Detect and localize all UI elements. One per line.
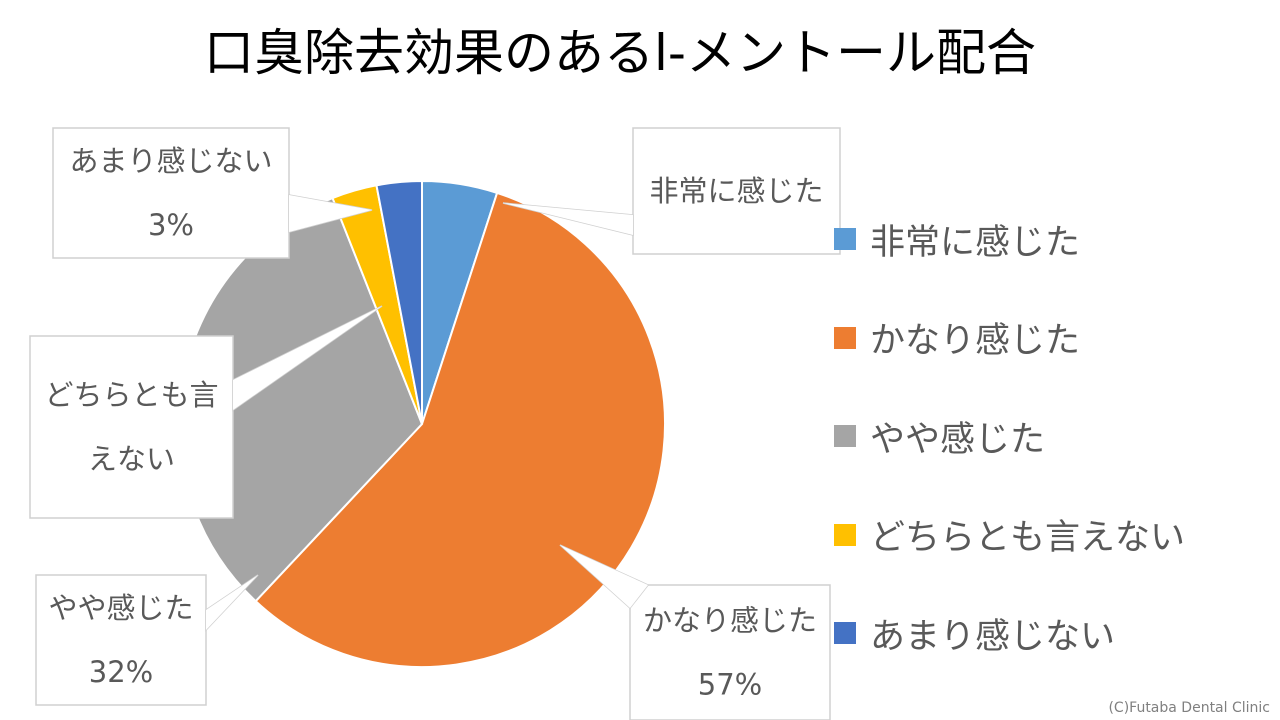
legend-label: かなり感じた xyxy=(870,321,1081,362)
data-label-2: やや感じた 32% xyxy=(35,574,259,706)
legend-label: どちらとも言えない xyxy=(870,518,1186,559)
legend-swatch xyxy=(834,228,856,251)
data-label-1: かなり感じた 57% xyxy=(559,544,831,720)
data-label-0-line-0: 非常に感じた xyxy=(649,174,823,208)
legend-item-1: かなり感じた xyxy=(834,289,1274,388)
pie-slice-4 xyxy=(375,179,423,425)
legend-item-3: どちらとも言えない xyxy=(834,486,1274,585)
legend-swatch xyxy=(834,622,856,645)
legend-item-4: あまり感じない xyxy=(834,584,1274,683)
legend-swatch xyxy=(834,326,856,349)
data-label-3-line-0: どちらとも言 xyxy=(44,378,218,412)
legend-label: あまり感じない xyxy=(870,616,1116,657)
credit-text: (C)Futaba Dental Clinic xyxy=(1108,700,1270,716)
data-label-1-line-0: かなり感じた xyxy=(643,604,817,638)
data-label-4: あまり感じない 3% xyxy=(52,127,373,259)
data-label-4-line-1: 3% xyxy=(148,208,194,242)
legend-item-2: やや感じた xyxy=(834,387,1274,486)
data-label-2-line-0: やや感じた xyxy=(48,591,193,625)
legend-swatch xyxy=(834,523,856,546)
legend-label: やや感じた xyxy=(870,419,1046,460)
legend: 非常に感じた かなり感じた やや感じたどちらとも言えない あまり感じない xyxy=(834,190,1274,683)
legend-label: 非常に感じた xyxy=(870,222,1081,263)
data-label-3-line-1: えない xyxy=(88,442,175,476)
data-label-4-line-0: あまり感じない xyxy=(69,144,272,178)
legend-item-0: 非常に感じた xyxy=(834,190,1274,289)
data-label-1-line-1: 57% xyxy=(698,668,762,702)
data-label-2-line-1: 32% xyxy=(89,655,153,689)
data-label-0: 非常に感じた xyxy=(502,127,841,255)
pie-slice-1 xyxy=(254,191,666,668)
chart-title: 口臭除去効果のあるl-メントール配合 xyxy=(204,24,1036,82)
data-label-3: どちらとも言えない xyxy=(29,305,383,519)
legend-swatch xyxy=(834,425,856,448)
